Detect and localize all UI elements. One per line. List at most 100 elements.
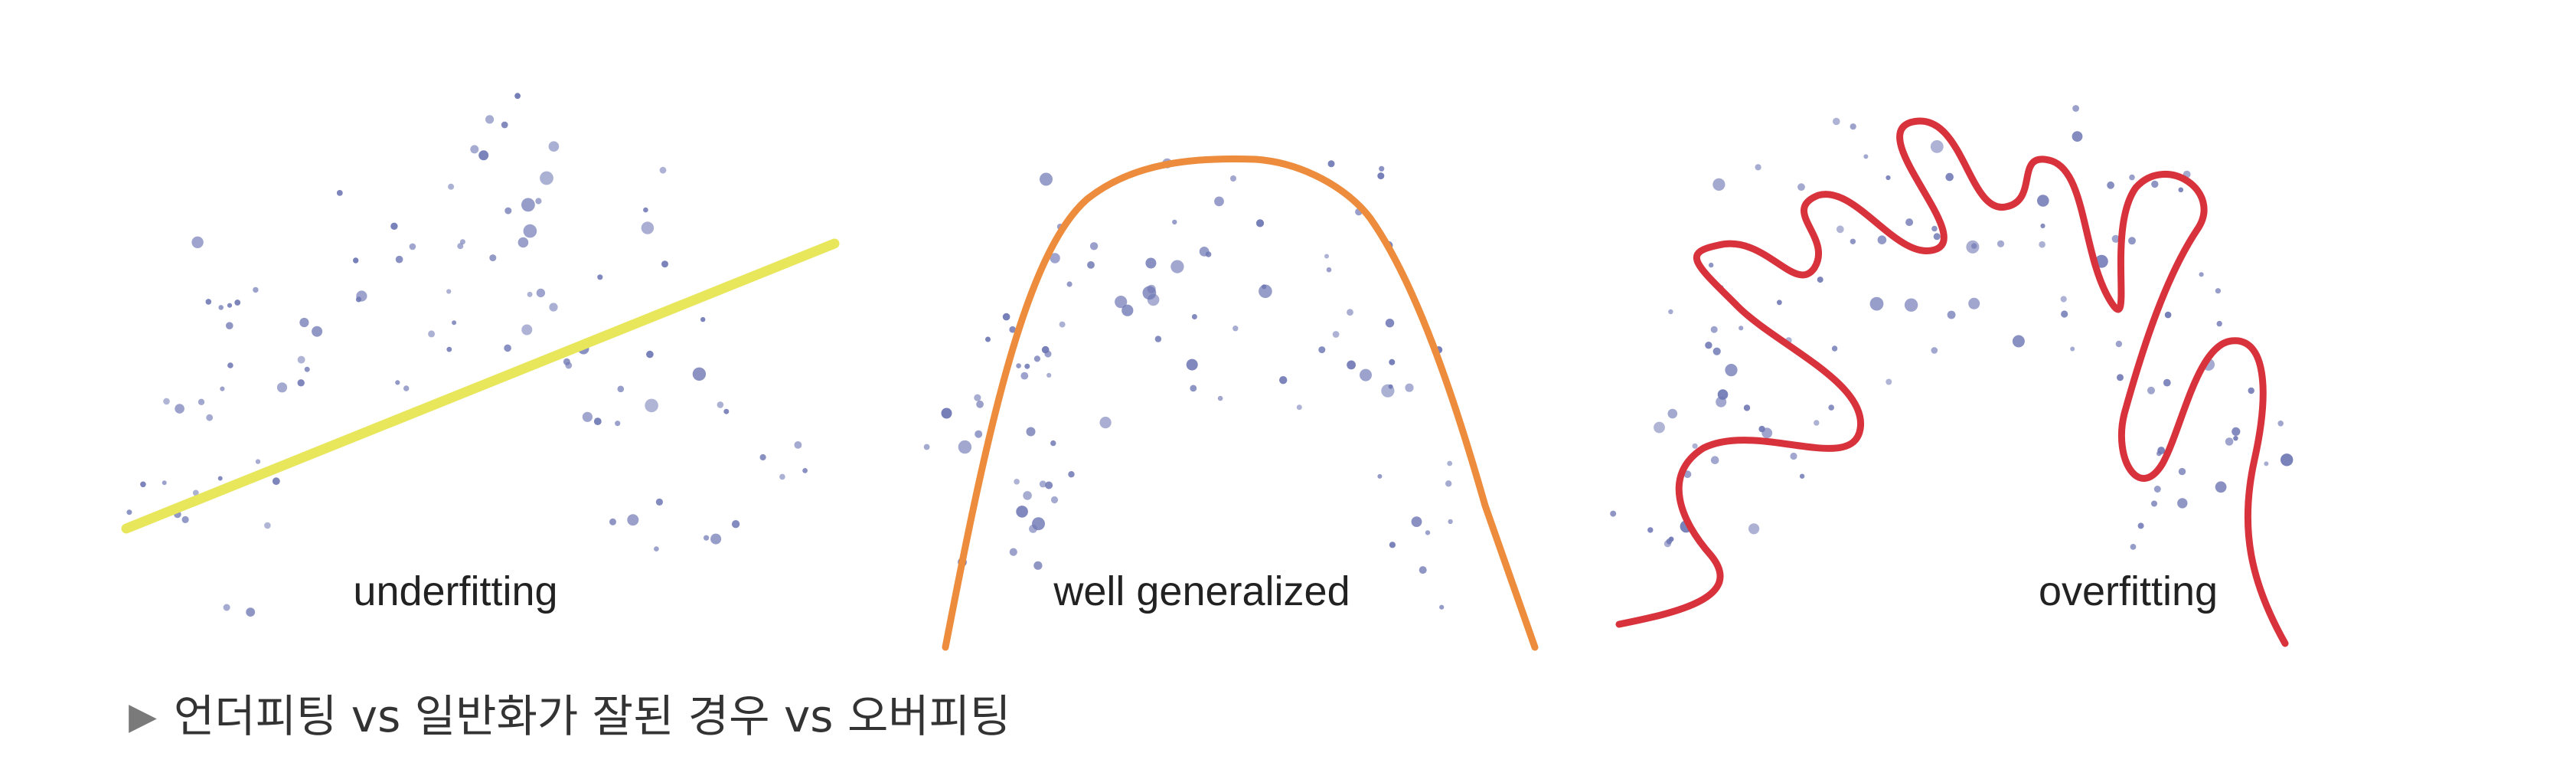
- data-point: [1172, 219, 1177, 225]
- data-point: [1121, 304, 1134, 316]
- data-point: [1026, 427, 1036, 437]
- panel-label-overfitting: overfitting: [2039, 568, 2218, 614]
- data-point: [1050, 440, 1056, 447]
- data-point: [1050, 496, 1059, 504]
- data-point: [1324, 254, 1329, 259]
- data-point: [536, 288, 546, 298]
- data-point: [563, 358, 570, 365]
- data-point: [1087, 261, 1095, 269]
- data-point: [1425, 530, 1431, 535]
- data-point: [1016, 506, 1028, 518]
- data-point: [2163, 378, 2171, 387]
- data-point: [1833, 117, 1840, 126]
- data-point: [2061, 310, 2068, 318]
- fitting-comparison-figure: underfitting well generalized overfittin…: [121, 93, 2294, 651]
- data-point: [2232, 427, 2241, 437]
- scatter-points-well-generalized: [923, 158, 1453, 610]
- data-point: [597, 274, 603, 280]
- data-point: [802, 468, 808, 473]
- data-point: [1850, 238, 1856, 244]
- data-point: [1828, 404, 1834, 411]
- data-point: [355, 296, 362, 303]
- data-point: [2012, 335, 2025, 348]
- data-point: [2277, 421, 2284, 427]
- data-point: [448, 183, 455, 190]
- data-point: [1039, 480, 1046, 488]
- data-point: [246, 607, 256, 617]
- data-point: [1748, 523, 1760, 535]
- data-point: [175, 404, 184, 414]
- data-point: [1831, 345, 1838, 352]
- data-point: [661, 260, 668, 268]
- data-point: [1279, 376, 1288, 385]
- data-point: [1186, 358, 1198, 371]
- data-point: [272, 477, 280, 486]
- data-point: [1360, 368, 1372, 381]
- data-point: [1389, 542, 1396, 548]
- data-point: [1692, 443, 1698, 449]
- data-point: [974, 394, 981, 401]
- data-point: [582, 411, 593, 422]
- data-point: [1904, 298, 1918, 312]
- data-point: [1739, 326, 1744, 331]
- data-point: [163, 398, 170, 405]
- data-point: [1885, 175, 1891, 181]
- panel-label-well-generalized: well generalized: [1053, 568, 1350, 614]
- data-point: [615, 421, 621, 427]
- data-point: [459, 239, 465, 245]
- data-point: [1033, 355, 1040, 362]
- panel-label-underfitting: underfitting: [353, 568, 557, 614]
- data-point: [2151, 500, 2157, 507]
- data-point: [609, 518, 616, 525]
- data-point: [779, 473, 785, 480]
- data-point: [478, 150, 489, 161]
- data-point: [234, 300, 241, 306]
- data-point: [140, 481, 146, 488]
- data-point: [1024, 363, 1030, 369]
- data-point: [1191, 314, 1197, 319]
- data-point: [1199, 247, 1210, 257]
- data-point: [395, 380, 400, 385]
- data-point: [218, 305, 224, 310]
- data-point: [1817, 277, 1823, 283]
- data-point: [535, 198, 542, 205]
- data-point: [489, 254, 497, 262]
- data-point: [2233, 436, 2238, 441]
- data-point: [206, 414, 214, 421]
- data-point: [452, 320, 457, 326]
- data-point: [549, 303, 558, 312]
- data-point: [312, 326, 323, 337]
- data-point: [1230, 175, 1236, 182]
- data-point: [548, 141, 560, 152]
- data-point: [643, 207, 648, 213]
- data-point: [181, 516, 189, 524]
- data-point: [227, 303, 233, 308]
- data-point: [1647, 527, 1654, 533]
- data-point: [794, 441, 802, 449]
- data-point: [2107, 181, 2115, 189]
- figure-caption: ▶ 언더피팅 vs 일반화가 잘된 경우 vs 오버피팅: [129, 682, 1010, 751]
- data-point: [731, 520, 740, 529]
- data-point: [457, 243, 464, 250]
- data-point: [255, 459, 261, 464]
- data-point: [2111, 234, 2120, 243]
- data-point: [1377, 172, 1385, 180]
- data-point: [985, 336, 991, 342]
- data-point: [409, 243, 416, 250]
- data-point: [1710, 326, 1718, 333]
- data-point: [1755, 164, 1761, 171]
- data-point: [975, 430, 983, 438]
- data-point: [655, 498, 664, 506]
- data-point: [1971, 243, 1977, 249]
- data-point: [1836, 225, 1844, 234]
- data-point: [2117, 374, 2124, 381]
- data-point: [1947, 310, 1956, 319]
- data-point: [276, 382, 288, 393]
- data-point: [1033, 561, 1043, 570]
- data-point: [1419, 566, 1427, 574]
- overfitting-curve: [1615, 117, 2289, 647]
- data-point: [1814, 420, 1820, 426]
- data-point: [1059, 321, 1066, 328]
- data-point: [1347, 360, 1356, 370]
- data-point: [1885, 378, 1892, 385]
